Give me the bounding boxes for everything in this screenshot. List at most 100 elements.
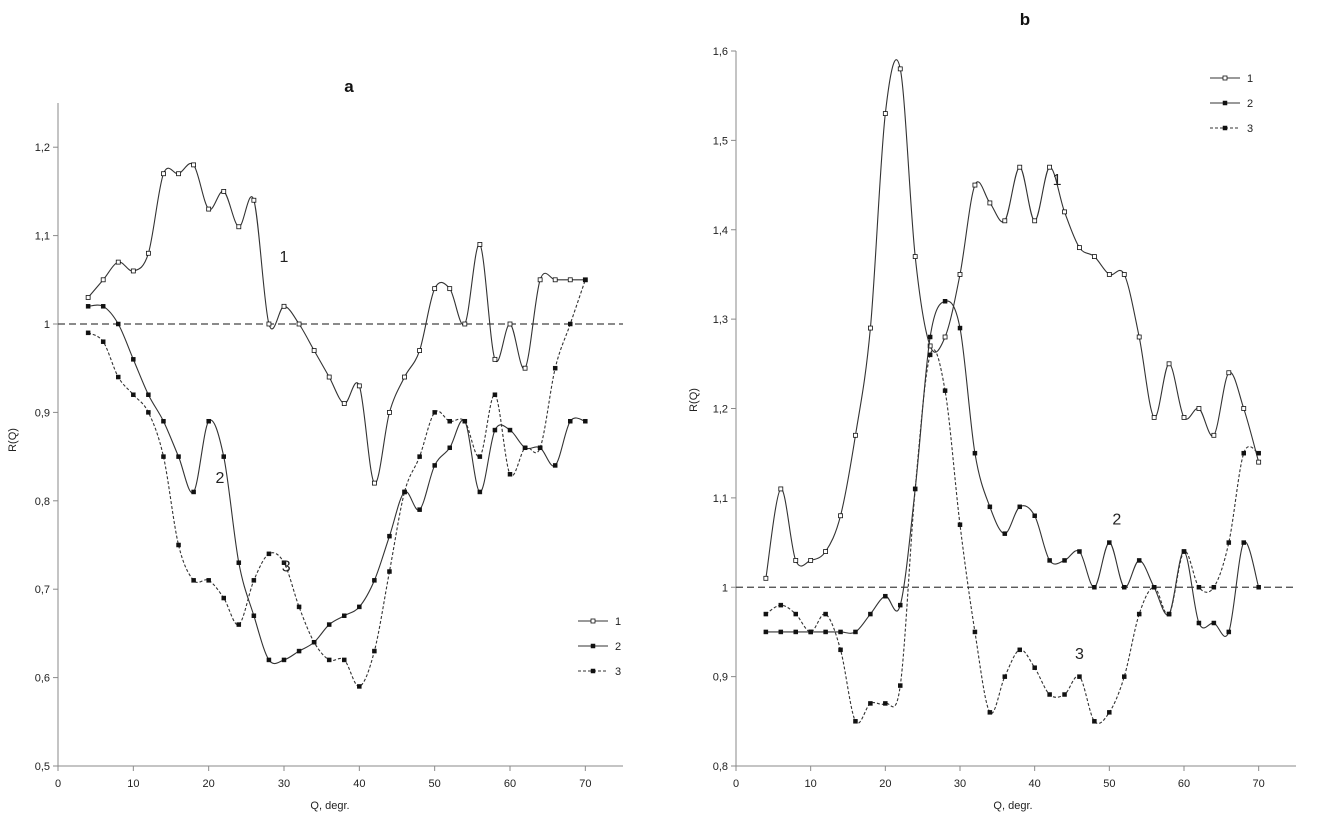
panel-a-series-1-point bbox=[161, 171, 166, 177]
panel-a-series-3-point bbox=[176, 542, 181, 548]
panel-a-series-1-point bbox=[402, 374, 407, 380]
panel-b-series-2-point bbox=[957, 325, 963, 331]
panel-b-series-3-point bbox=[883, 701, 888, 706]
panel-a-series-3-point bbox=[206, 578, 211, 583]
panel-b-series-1-line bbox=[765, 59, 1260, 579]
panel-b-y-tick-label: 1,1 bbox=[713, 493, 728, 505]
panel-b-series-1-point bbox=[912, 254, 918, 259]
panel-a-legend-label-1: 1 bbox=[615, 616, 621, 628]
panel-a-legend-entry-3: 3 bbox=[578, 666, 621, 678]
panel-b-series-3-point bbox=[838, 647, 843, 653]
panel-a-y-tick-label: 1,2 bbox=[35, 142, 50, 154]
panel-b-series-1-point bbox=[972, 182, 978, 188]
panel-a-curve-label-1: 1 bbox=[280, 249, 289, 266]
panel-a-series-3-point bbox=[568, 321, 573, 327]
panel-b-series-3-point bbox=[1181, 549, 1187, 554]
panel-a-series-2-point bbox=[206, 418, 211, 424]
panel-a-series-3-point bbox=[342, 657, 347, 663]
panel-b-series-2-point bbox=[1047, 558, 1052, 563]
panel-b-series-1-point bbox=[1062, 209, 1067, 215]
panel-b-series-2-point bbox=[987, 504, 993, 510]
panel-b-series-3-point bbox=[1032, 665, 1037, 670]
panel-a-y-tick-label: 0,7 bbox=[35, 584, 50, 596]
panel-b-series-1-point bbox=[987, 200, 993, 206]
panel-a-series-1-point bbox=[176, 171, 181, 177]
panel-a-series-1-point bbox=[477, 242, 483, 247]
panel-a-series-2-point bbox=[357, 604, 362, 610]
panel-a-series-2-point bbox=[447, 445, 452, 451]
panel-a-series-2-point bbox=[236, 560, 242, 565]
panel-a-series-3-point bbox=[251, 578, 257, 583]
panel-b-legend-marker-1 bbox=[1222, 75, 1228, 81]
panel-a-series-1-point bbox=[537, 277, 543, 283]
panel-b-series-3-point bbox=[898, 683, 903, 688]
panel-a-series-1-point bbox=[356, 383, 362, 389]
panel-b-legend-marker-2 bbox=[1222, 100, 1228, 106]
panel-a-series-3-point bbox=[266, 551, 272, 557]
panel-a-x-tick-label: 30 bbox=[278, 778, 290, 790]
panel-a-y-tick-label: 0,6 bbox=[35, 673, 50, 685]
panel-b-series-2-point bbox=[793, 629, 798, 635]
panel-a-series-2-point bbox=[372, 578, 377, 583]
panel-a-series-3-point bbox=[311, 639, 317, 645]
panel-a-series-1-point bbox=[552, 277, 558, 283]
panel-a-curve-label-2: 2 bbox=[216, 470, 225, 487]
panel-b-series-2-point bbox=[1017, 504, 1022, 510]
panel-b-y-tick-label: 0,8 bbox=[713, 761, 728, 773]
panel-b-series-3-point bbox=[763, 611, 769, 617]
panel-b-series-2-point bbox=[898, 602, 903, 608]
panel-a-series-2-line bbox=[88, 304, 586, 665]
panel-a-legend-label-2: 2 bbox=[615, 641, 621, 653]
panel-b-series-1-point bbox=[823, 549, 828, 554]
panel-a-y-tick-label: 0,8 bbox=[35, 496, 50, 508]
panel-b-series-3-point bbox=[823, 611, 828, 617]
panel-a-series-3-point bbox=[221, 595, 226, 601]
panel-a-series-3-point bbox=[552, 365, 558, 371]
panel-b-series-1-point bbox=[778, 486, 784, 492]
panel-b-series-3-point bbox=[927, 352, 933, 358]
panel-a-legend-label-3: 3 bbox=[615, 666, 621, 678]
panel-b-legend-entry-2: 2 bbox=[1210, 98, 1253, 110]
panel-b-series-1-point bbox=[1151, 415, 1157, 420]
panel-a-series-2-point bbox=[583, 418, 588, 424]
panel-a-x-tick-label: 0 bbox=[55, 778, 61, 790]
panel-b-series-3-point bbox=[972, 629, 978, 635]
panel-b-series-2-point bbox=[1226, 629, 1232, 635]
panel-b-series-1-point bbox=[927, 343, 933, 349]
panel-b-series-1-point bbox=[853, 432, 858, 438]
panel-b-series-1-point bbox=[882, 111, 888, 116]
panel-b-series-2-point bbox=[1241, 540, 1246, 545]
panel-b-series-2-point bbox=[1032, 513, 1037, 518]
panel-a-series-3-point bbox=[583, 277, 588, 283]
panel-b-series-1-point bbox=[1002, 218, 1008, 224]
panel-a-series-3-point bbox=[100, 339, 106, 344]
panel-a-title: a bbox=[344, 77, 354, 96]
panel-b-curve-label-3: 3 bbox=[1075, 646, 1084, 663]
panel-a-series-2-point bbox=[417, 507, 422, 512]
panel-b-series-1-point bbox=[838, 513, 843, 519]
panel-a-legend-entry-1: 1 bbox=[578, 616, 621, 628]
panel-b-series-1-point bbox=[1017, 164, 1023, 170]
panel-b-curve-label-1: 1 bbox=[1053, 172, 1062, 189]
panel-a-series-2-point bbox=[281, 657, 287, 663]
panel-b-series-2-point bbox=[1196, 620, 1202, 626]
panel-b-series-1-point bbox=[1032, 218, 1038, 224]
panel-b-series-3-point bbox=[1166, 611, 1172, 617]
panel-b-series-2-line bbox=[765, 300, 1260, 637]
panel-a-series-2-point bbox=[342, 613, 347, 618]
panel-a-series-2-point bbox=[176, 454, 181, 459]
panel-b-series-1-point bbox=[763, 575, 769, 581]
panel-a-series-3-point bbox=[462, 418, 468, 424]
panel-a-series-3-point bbox=[417, 454, 422, 459]
panel-b-series-1-point bbox=[897, 66, 903, 72]
panel-b-x-tick-label: 0 bbox=[733, 778, 739, 790]
panel-a-series-1-point bbox=[85, 295, 91, 300]
panel-a-series-2-point bbox=[100, 304, 106, 309]
panel-b-series-2 bbox=[763, 299, 1261, 637]
panel-a-x-tick-label: 40 bbox=[353, 778, 365, 790]
panel-a-series-3-point bbox=[402, 489, 407, 495]
panel-a-x-tick-label: 50 bbox=[429, 778, 441, 790]
panel-b-x-tick-label: 50 bbox=[1103, 778, 1115, 790]
panel-a-series-3-point bbox=[131, 392, 136, 397]
